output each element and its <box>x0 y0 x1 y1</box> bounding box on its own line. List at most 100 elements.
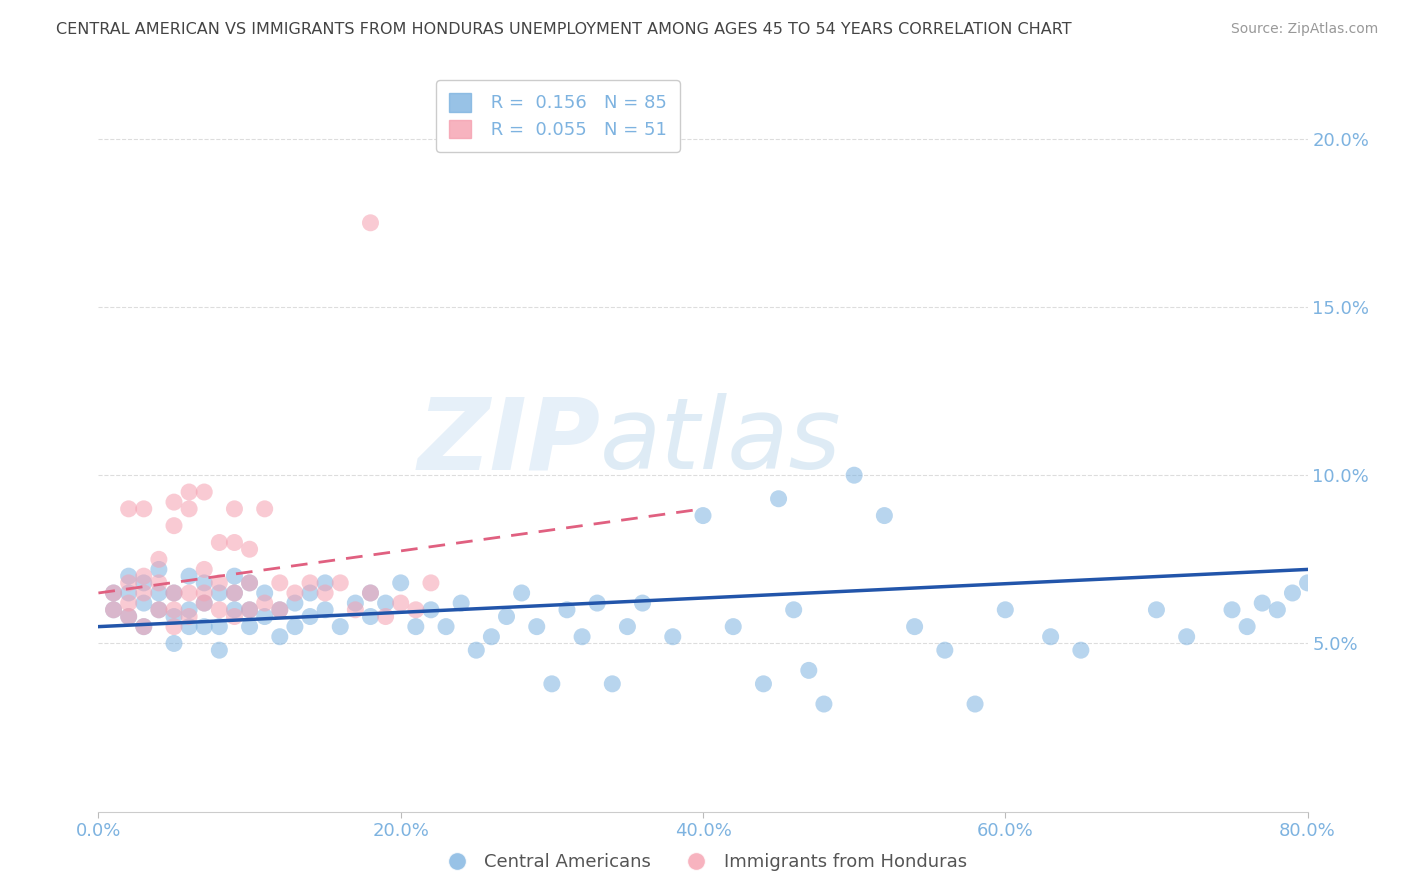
Point <box>163 619 186 633</box>
Point <box>1039 630 1062 644</box>
Point <box>118 609 141 624</box>
Point <box>239 575 262 590</box>
Point <box>269 603 291 617</box>
Point <box>148 603 170 617</box>
Point <box>1175 630 1198 644</box>
Legend: Central Americans, Immigrants from Honduras: Central Americans, Immigrants from Hondu… <box>432 847 974 879</box>
Point <box>132 569 155 583</box>
Point <box>405 603 427 617</box>
Point <box>571 630 593 644</box>
Point <box>434 619 457 633</box>
Point <box>118 501 141 516</box>
Point <box>692 508 714 523</box>
Point <box>1267 603 1289 617</box>
Point <box>661 630 683 644</box>
Point <box>163 609 186 624</box>
Point <box>783 603 806 617</box>
Point <box>269 575 291 590</box>
Point <box>284 596 307 610</box>
Point <box>208 575 231 590</box>
Point <box>208 643 231 657</box>
Point <box>344 603 367 617</box>
Point <box>148 562 170 576</box>
Point <box>224 501 246 516</box>
Point <box>965 697 987 711</box>
Point <box>253 586 276 600</box>
Text: CENTRAL AMERICAN VS IMMIGRANTS FROM HONDURAS UNEMPLOYMENT AMONG AGES 45 TO 54 YE: CENTRAL AMERICAN VS IMMIGRANTS FROM HOND… <box>56 22 1071 37</box>
Point <box>224 603 246 617</box>
Point <box>405 619 427 633</box>
Point <box>299 575 322 590</box>
Point <box>314 586 336 600</box>
Text: Source: ZipAtlas.com: Source: ZipAtlas.com <box>1230 22 1378 37</box>
Point <box>1236 619 1258 633</box>
Point <box>1070 643 1092 657</box>
Point <box>224 586 246 600</box>
Point <box>239 619 262 633</box>
Point <box>193 575 215 590</box>
Point <box>179 586 201 600</box>
Point <box>269 603 291 617</box>
Point <box>344 596 367 610</box>
Point <box>193 485 215 500</box>
Point <box>103 603 125 617</box>
Point <box>768 491 790 506</box>
Point <box>269 630 291 644</box>
Point <box>132 619 155 633</box>
Point <box>752 677 775 691</box>
Point <box>208 586 231 600</box>
Point <box>239 603 262 617</box>
Point <box>103 603 125 617</box>
Point <box>239 603 262 617</box>
Point <box>299 609 322 624</box>
Point <box>118 586 141 600</box>
Point <box>526 619 548 633</box>
Point <box>103 586 125 600</box>
Point <box>495 609 517 624</box>
Point <box>193 596 215 610</box>
Point <box>148 552 170 566</box>
Point <box>118 575 141 590</box>
Point <box>132 586 155 600</box>
Point <box>132 596 155 610</box>
Point <box>510 586 533 600</box>
Point <box>1281 586 1303 600</box>
Point <box>329 575 352 590</box>
Point <box>934 643 956 657</box>
Point <box>1251 596 1274 610</box>
Point <box>540 677 562 691</box>
Point <box>224 586 246 600</box>
Point <box>284 619 307 633</box>
Point <box>208 535 231 549</box>
Point <box>239 542 262 557</box>
Point <box>329 619 352 633</box>
Point <box>163 586 186 600</box>
Point <box>163 603 186 617</box>
Point <box>631 596 654 610</box>
Point <box>193 586 215 600</box>
Point <box>602 677 624 691</box>
Point <box>904 619 927 633</box>
Point <box>132 501 155 516</box>
Point <box>148 575 170 590</box>
Point <box>555 603 578 617</box>
Point <box>481 630 503 644</box>
Point <box>224 569 246 583</box>
Point <box>284 586 307 600</box>
Point <box>179 569 201 583</box>
Point <box>813 697 835 711</box>
Point <box>163 518 186 533</box>
Point <box>163 636 186 650</box>
Point <box>844 468 866 483</box>
Point <box>873 508 896 523</box>
Point <box>224 535 246 549</box>
Point <box>163 495 186 509</box>
Point <box>118 596 141 610</box>
Point <box>586 596 609 610</box>
Point <box>360 609 382 624</box>
Point <box>193 619 215 633</box>
Point <box>374 596 396 610</box>
Point <box>314 603 336 617</box>
Point <box>132 575 155 590</box>
Point <box>118 609 141 624</box>
